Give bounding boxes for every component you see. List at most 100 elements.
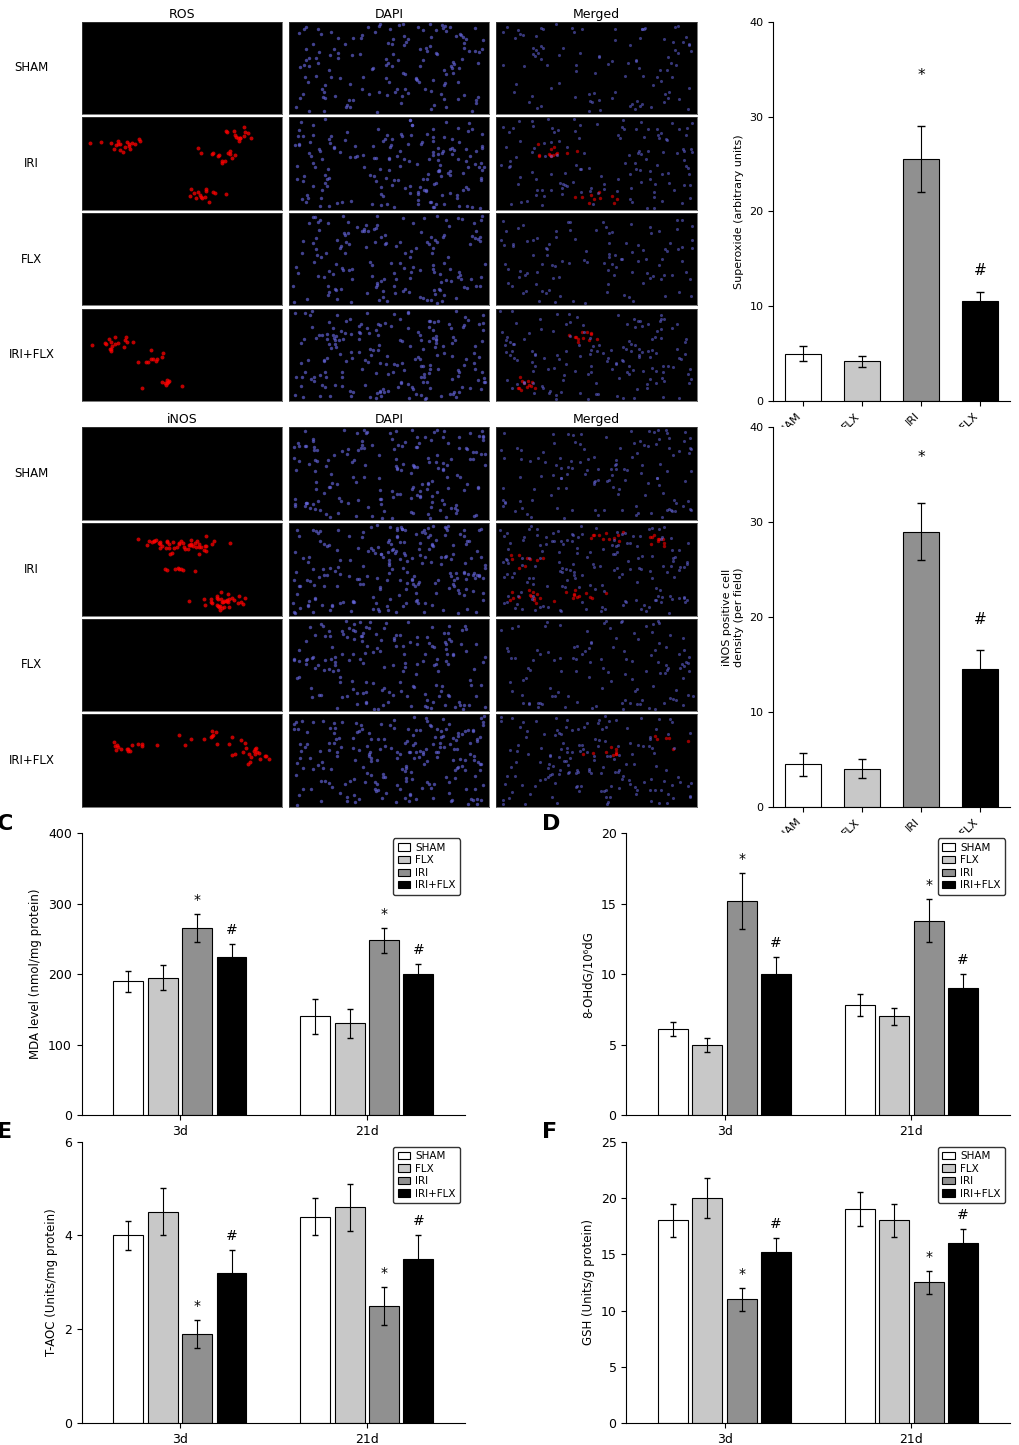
Point: [335, 221, 352, 244]
Point: [339, 442, 356, 465]
Point: [646, 325, 662, 348]
Point: [586, 61, 602, 84]
Point: [300, 595, 316, 618]
Point: [399, 301, 416, 324]
Point: [434, 451, 450, 474]
Point: [589, 736, 605, 759]
Point: [603, 184, 620, 207]
Point: [329, 501, 345, 525]
Point: [471, 197, 487, 220]
Point: [567, 360, 583, 383]
Point: [515, 328, 531, 351]
Point: [631, 139, 647, 162]
Point: [154, 535, 170, 558]
Point: [569, 306, 585, 329]
Point: [298, 38, 314, 61]
Point: [164, 542, 180, 565]
Point: [385, 486, 401, 509]
Point: [110, 332, 126, 355]
Point: [286, 383, 303, 406]
Point: [369, 212, 385, 236]
Point: [329, 519, 345, 542]
Point: [418, 40, 434, 64]
Point: [294, 757, 311, 780]
Point: [449, 266, 466, 289]
Point: [447, 25, 464, 48]
Point: [536, 451, 552, 474]
Point: [647, 371, 663, 394]
Point: [440, 312, 457, 335]
Point: [298, 491, 314, 514]
Point: [626, 386, 642, 409]
Point: [425, 420, 441, 444]
Point: [286, 649, 303, 672]
Point: [432, 153, 448, 176]
Point: [440, 770, 457, 793]
Point: [501, 738, 518, 762]
Point: [503, 376, 520, 399]
Point: [512, 490, 528, 513]
Point: [307, 623, 323, 646]
Point: [186, 530, 203, 553]
Point: [506, 26, 523, 49]
Point: [408, 152, 424, 175]
Point: [639, 140, 655, 163]
Point: [514, 370, 530, 393]
Point: [664, 30, 681, 53]
Point: [204, 720, 220, 743]
Point: [615, 689, 632, 712]
Point: [213, 581, 229, 604]
Point: [637, 16, 653, 39]
Point: [551, 646, 568, 669]
Point: [649, 585, 665, 608]
Point: [354, 23, 370, 46]
Point: [577, 462, 593, 486]
Point: [528, 38, 544, 61]
Point: [391, 624, 408, 647]
Point: [677, 590, 693, 613]
Point: [196, 727, 212, 750]
Point: [660, 172, 677, 195]
Point: [502, 756, 519, 779]
Point: [333, 618, 350, 642]
Point: [568, 762, 584, 785]
Point: [676, 556, 692, 579]
Point: [152, 536, 168, 559]
Bar: [962, 669, 997, 806]
Point: [650, 254, 666, 277]
Point: [600, 231, 616, 254]
Point: [589, 328, 605, 351]
Bar: [727, 1299, 756, 1423]
Point: [116, 136, 132, 159]
Point: [616, 590, 633, 613]
Point: [209, 592, 225, 616]
Point: [407, 731, 423, 754]
Point: [374, 506, 390, 529]
Text: #: #: [956, 954, 968, 967]
Point: [665, 737, 682, 760]
Point: [592, 780, 608, 803]
Point: [565, 108, 581, 131]
Point: [108, 133, 124, 156]
Point: [539, 640, 555, 663]
Point: [225, 588, 242, 611]
Point: [642, 501, 658, 525]
Point: [628, 90, 644, 113]
Point: [373, 384, 389, 407]
Point: [468, 633, 484, 656]
Point: [448, 737, 465, 760]
Point: [472, 759, 488, 782]
Point: [423, 241, 439, 264]
Point: [634, 17, 650, 40]
Point: [609, 523, 626, 546]
Point: [391, 568, 408, 591]
Point: [409, 484, 425, 507]
Point: [658, 58, 675, 81]
Point: [371, 444, 387, 467]
Point: [308, 46, 324, 69]
Point: [613, 610, 630, 633]
Point: [313, 683, 329, 707]
Point: [609, 483, 626, 506]
Point: [683, 368, 699, 392]
Point: [532, 48, 548, 71]
